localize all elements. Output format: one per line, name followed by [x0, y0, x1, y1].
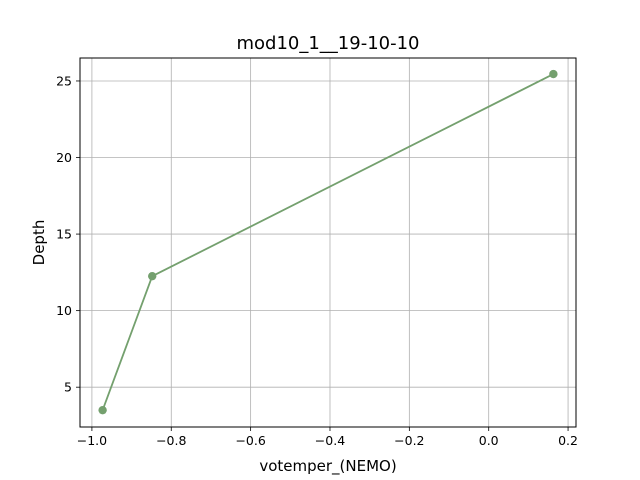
x-tick-label: −0.2 — [394, 433, 424, 448]
x-axis-title: votemper_(NEMO) — [259, 457, 396, 476]
y-tick-label: 20 — [56, 150, 72, 165]
data-point — [98, 405, 107, 415]
data-point — [148, 271, 157, 281]
x-tick-label: 0.0 — [479, 433, 499, 448]
series-line — [101, 73, 554, 411]
y-tick-label: 5 — [64, 380, 72, 395]
x-tick-label: −0.6 — [235, 433, 265, 448]
y-axis-title: Depth — [30, 220, 48, 266]
x-tick-label: −0.8 — [156, 433, 186, 448]
plot-area-frame — [79, 57, 577, 428]
series-layer — [98, 69, 558, 415]
chart-title: mod10_1__19-10-10 — [236, 33, 419, 54]
axis-ticks: −1.0 −0.8 −0.6 −0.4 −0.2 0.0 0.2 5 10 15 20 25 — [56, 73, 578, 448]
x-tick-label: −1.0 — [77, 433, 107, 448]
grid-lines — [80, 58, 576, 427]
y-tick-label: 25 — [56, 73, 72, 88]
y-tick-label: 15 — [56, 227, 72, 242]
x-tick-label: −0.4 — [315, 433, 345, 448]
data-point — [549, 69, 558, 79]
x-tick-label: 0.2 — [558, 433, 578, 448]
y-tick-label: 10 — [56, 303, 72, 318]
